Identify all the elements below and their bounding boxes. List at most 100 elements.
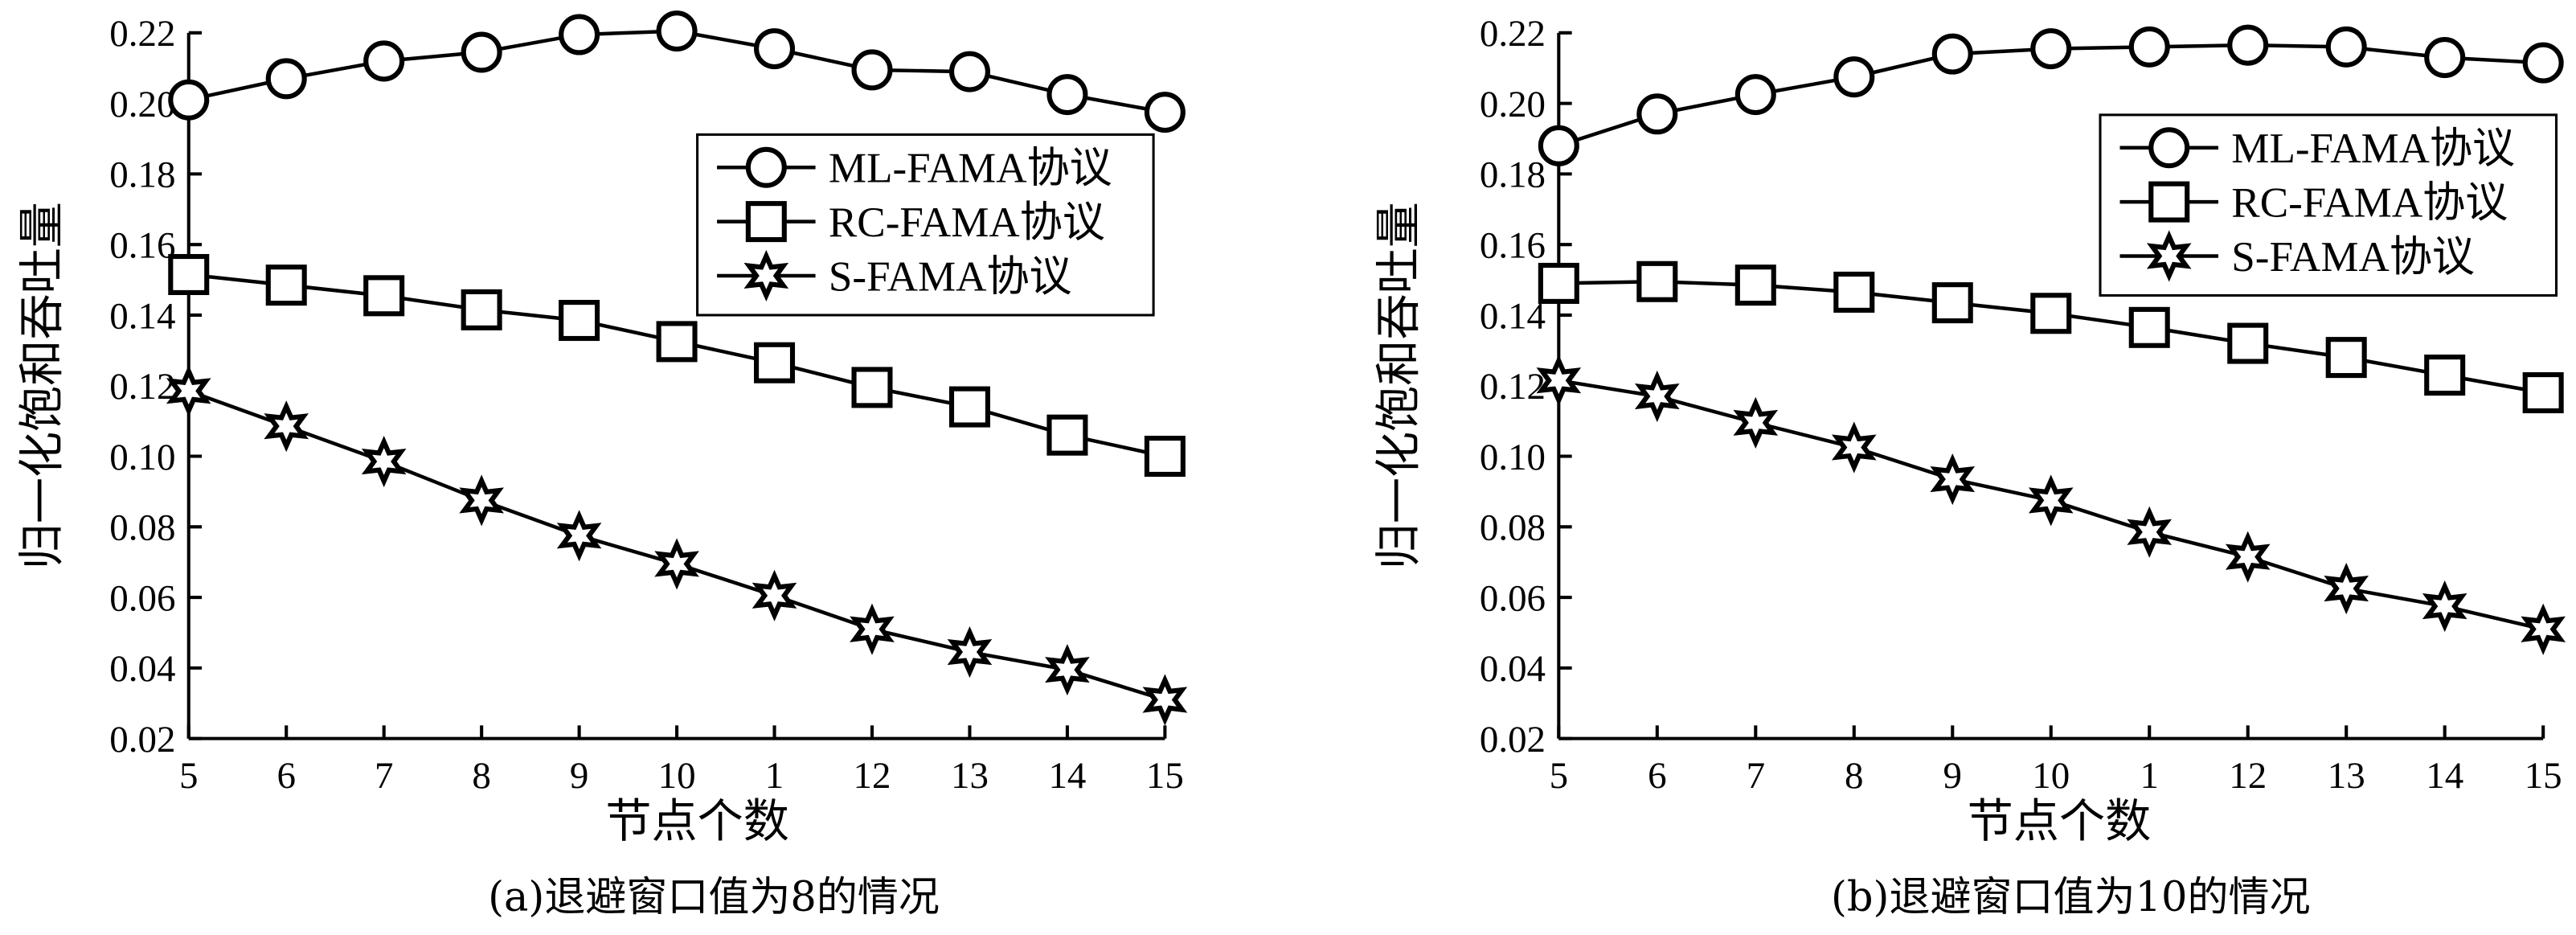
x-tick-label: 7 — [375, 755, 393, 797]
legend-item: S-FAMA协议 — [717, 249, 1072, 302]
x-tick-label: 14 — [1048, 755, 1086, 797]
data-point — [1833, 56, 1875, 98]
y-tick-label: 0.02 — [109, 719, 175, 761]
data-point — [1636, 93, 1678, 135]
y-tick-label: 0.12 — [109, 366, 175, 408]
data-point — [2325, 26, 2367, 68]
series-star — [1536, 355, 2566, 655]
x-tick-label: 1 — [2140, 755, 2159, 797]
data-point — [2225, 531, 2271, 583]
legend-item: ML-FAMA协议 — [2119, 125, 2515, 172]
legend-item: RC-FAMA协议 — [717, 199, 1105, 246]
data-point — [948, 51, 990, 92]
legend-label: ML-FAMA协议 — [2231, 125, 2515, 172]
data-point — [2127, 506, 2173, 558]
x-tick-label: 5 — [179, 755, 198, 797]
y-tick-label: 0.08 — [1480, 507, 1546, 549]
y-tick-label: 0.12 — [1480, 366, 1546, 408]
chart-panel-b: 0.02 0.04 0.06 0.08 0.10 0.12 0.14 0.16 0.18 0.20… — [1373, 13, 2566, 921]
figure-caption: (b)退避窗口值为10的情况 — [1831, 874, 2311, 921]
data-point — [656, 10, 698, 52]
data-point — [361, 435, 407, 488]
x-tick-label: 1 — [765, 755, 784, 797]
x-tick-label: 13 — [2328, 755, 2365, 797]
data-point — [2424, 355, 2466, 396]
x-tick-label: 6 — [276, 755, 295, 797]
data-point — [2424, 37, 2466, 79]
x-tick-label: 12 — [2229, 755, 2267, 797]
circle-marker-icon — [2148, 127, 2190, 169]
data-point — [851, 49, 893, 91]
data-point — [1931, 282, 1973, 324]
x-tick-label: 10 — [2032, 755, 2070, 797]
y-tick-label: 0.04 — [1480, 648, 1546, 690]
chart-panel-a: 0.02 0.04 0.06 0.08 0.10 0.12 0.14 0.16 0.18 0.20… — [15, 10, 1188, 921]
legend-item: RC-FAMA协议 — [2119, 179, 2508, 226]
data-point — [2522, 42, 2564, 84]
x-tick-label: 12 — [854, 755, 891, 797]
data-point — [559, 300, 600, 342]
data-point — [1144, 92, 1186, 133]
data-point — [2521, 603, 2566, 655]
y-tick-label: 0.14 — [109, 295, 175, 337]
data-point — [2128, 26, 2170, 68]
data-point — [264, 400, 309, 453]
series-circle — [1538, 24, 2564, 166]
data-point — [656, 321, 698, 363]
x-tick-label: 8 — [1845, 755, 1863, 797]
data-point — [1733, 396, 1779, 449]
y-tick-label: 0.10 — [109, 437, 175, 478]
data-point — [461, 289, 502, 330]
data-point — [363, 40, 405, 82]
data-point — [2030, 293, 2072, 334]
legend-label: RC-FAMA协议 — [2231, 179, 2508, 226]
y-tick-label: 0.04 — [109, 648, 175, 690]
data-point — [1831, 421, 1877, 474]
data-point — [1538, 262, 1579, 304]
data-point — [2128, 306, 2170, 348]
data-point — [1045, 644, 1090, 696]
data-point — [1046, 414, 1088, 456]
x-tick-label: 6 — [1648, 755, 1666, 797]
data-point — [461, 31, 502, 73]
y-tick-label: 0.06 — [1480, 577, 1546, 619]
x-axis-title: 节点个数 — [1968, 795, 2152, 848]
y-tick-label: 0.22 — [1480, 13, 1546, 55]
data-point — [265, 265, 307, 306]
x-tick-label: 9 — [570, 755, 588, 797]
x-tick-label: 9 — [1943, 755, 1962, 797]
y-tick-label: 0.08 — [109, 507, 175, 549]
data-point — [265, 58, 307, 100]
x-tick-label: 10 — [658, 755, 696, 797]
data-point — [1636, 260, 1678, 302]
x-tick-label: 8 — [472, 755, 490, 797]
data-point — [459, 474, 504, 527]
data-point — [654, 538, 699, 590]
data-point — [754, 342, 796, 383]
legend-item: S-FAMA协议 — [2119, 230, 2475, 282]
x-tick-label: 15 — [1146, 755, 1184, 797]
data-point — [2325, 337, 2367, 379]
y-axis-title: 归一化饱和吞吐量 — [1373, 202, 1426, 569]
y-tick-label: 0.16 — [1480, 225, 1546, 267]
x-tick-label: 13 — [951, 755, 989, 797]
data-point — [1931, 33, 1973, 75]
legend: ML-FAMA协议 RC-FAMA协议 S-FAMA协议 — [2099, 113, 2558, 297]
data-point — [851, 367, 893, 408]
data-point — [1046, 74, 1088, 116]
data-point — [168, 79, 210, 121]
legend-label: S-FAMA协议 — [829, 253, 1072, 300]
square-marker-icon — [2148, 181, 2190, 223]
y-tick-label: 0.20 — [1480, 84, 1546, 125]
x-tick-label: 15 — [2525, 755, 2562, 797]
data-point — [168, 253, 210, 295]
data-point — [948, 386, 990, 428]
data-point — [2030, 28, 2072, 70]
star-marker-icon — [2146, 230, 2192, 282]
series-star — [166, 365, 1188, 726]
series-square — [168, 253, 1186, 478]
y-tick-label: 0.02 — [1480, 719, 1546, 761]
y-tick-label: 0.20 — [109, 84, 175, 125]
data-point — [1536, 355, 1582, 407]
